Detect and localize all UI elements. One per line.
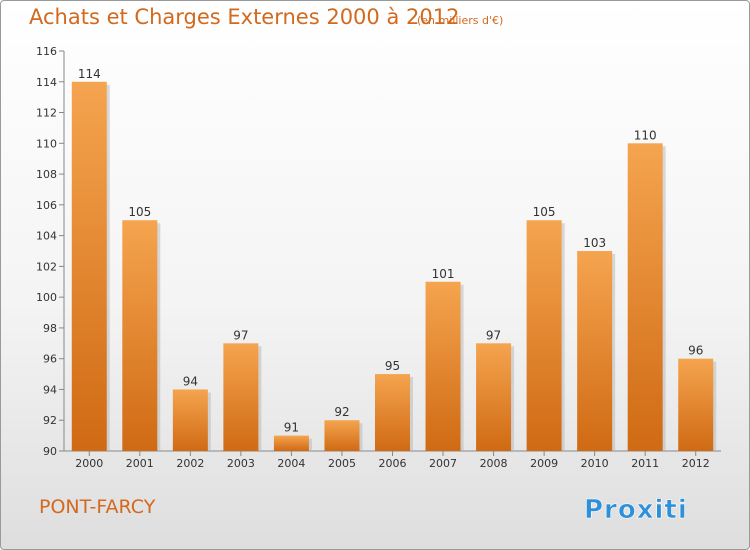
bar-value-label: 103 [583,236,606,250]
axes: 90 92 94 96 98 100 102 104 106 108 110 112 114 116 200… [36,45,721,470]
bar [223,343,259,451]
bar-value-label: 114 [78,67,101,81]
bar-value-label: 105 [533,205,556,219]
x-tick-label: 2009 [530,457,558,470]
x-tick-label: 2010 [581,457,609,470]
bar [71,81,107,452]
y-tick-label: 100 [36,291,57,304]
bar [273,435,309,451]
x-tick-label: 2002 [176,457,204,470]
bar-value-label: 96 [688,344,703,358]
bar-value-label: 105 [128,205,151,219]
x-tick-label: 2004 [277,457,305,470]
x-tick-label: 2008 [480,457,508,470]
y-tick-label: 90 [43,445,57,458]
bar-value-label: 91 [284,421,299,435]
bar [324,420,360,451]
x-tick-label: 2003 [227,457,255,470]
bar-value-label: 95 [385,359,400,373]
y-tick-label: 98 [43,322,57,335]
bar [425,281,461,451]
x-tick-label: 2005 [328,457,356,470]
bar [476,343,512,451]
bar-value-label: 94 [183,374,198,388]
bar [172,389,208,451]
y-tick-label: 112 [36,107,57,120]
y-tick-label: 108 [36,168,57,181]
bar [678,358,714,451]
y-tick-label: 110 [36,137,57,150]
bar-value-label: 101 [432,267,455,281]
bar [627,143,663,452]
y-tick-label: 94 [43,383,57,396]
y-tick-label: 104 [36,230,57,243]
x-tick-label: 2012 [682,457,710,470]
y-tick-label: 116 [36,45,57,58]
chart-title: Achats et Charges Externes 2000 à 2012 [29,5,460,29]
bar [122,220,158,451]
chart-unit: (en milliers d'€) [417,14,504,27]
y-tick-label: 114 [36,76,57,89]
logo-text: Proxiti [584,495,688,525]
x-tick-label: 2011 [631,457,659,470]
bar-value-label: 110 [634,128,657,142]
x-tick-label: 2000 [75,457,103,470]
y-tick-label: 102 [36,260,57,273]
proxiti-logo: Proxiti [584,495,688,526]
y-tick-label: 96 [43,353,57,366]
y-tick-label: 106 [36,199,57,212]
place-name: PONT-FARCY [39,496,156,518]
bar [375,374,410,451]
bars: 114 105 94 97 91 92 95 101 97 105 103 110 96 [71,67,717,452]
x-tick-label: 2007 [429,457,457,470]
x-tick-label: 2001 [126,457,154,470]
bar [526,220,562,451]
y-tick-label: 92 [43,414,57,427]
bar-value-label: 97 [486,328,501,342]
x-tick-label: 2006 [379,457,407,470]
bar [577,251,613,451]
bar-value-label: 92 [334,405,349,419]
bar-value-label: 97 [233,328,248,342]
